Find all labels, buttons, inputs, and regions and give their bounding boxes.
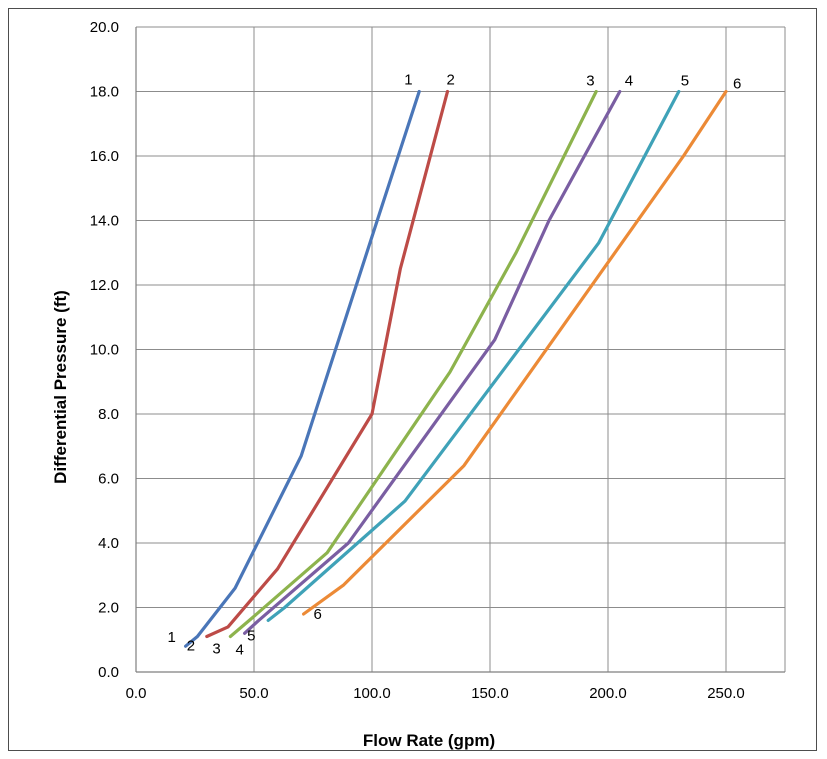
curve-label-start-3: 3 [212, 641, 220, 658]
x-axis-title: Flow Rate (gpm) [363, 731, 495, 750]
gridlines [136, 27, 785, 672]
y-tick-label: 0.0 [98, 664, 119, 681]
y-tick-label: 2.0 [98, 600, 119, 617]
series-lines [186, 92, 726, 647]
y-tick-labels: 0.0 2.0 4.0 6.0 8.0 10.0 12.0 14.0 16.0 18.0 20.0 [90, 19, 119, 681]
x-tick-labels: 0.0 50.0 100.0 150.0 200.0 250.0 [126, 685, 745, 702]
curve-label-start-2: 2 [187, 638, 195, 655]
curve-label-start-1: 1 [168, 629, 176, 646]
y-tick-label: 14.0 [90, 213, 119, 230]
curve-label-end-3: 3 [586, 73, 594, 90]
x-tick-label: 0.0 [126, 685, 147, 702]
series-line-1 [186, 92, 420, 647]
series-line-4 [245, 92, 620, 634]
curve-label-end-6: 6 [733, 76, 741, 93]
curve-label-end-4: 4 [625, 73, 633, 90]
y-tick-label: 16.0 [90, 148, 119, 165]
curve-label-end-1: 1 [404, 72, 412, 89]
y-tick-label: 12.0 [90, 277, 119, 294]
y-axis-title: Differential Pressure (ft) [51, 290, 70, 484]
curve-label-end-5: 5 [681, 73, 689, 90]
x-tick-label: 200.0 [589, 685, 627, 702]
y-tick-label: 20.0 [90, 19, 119, 36]
curve-label-end-2: 2 [447, 72, 455, 89]
curve-label-start-5: 5 [247, 627, 255, 644]
curve-label-start-6: 6 [314, 606, 322, 623]
x-tick-label: 150.0 [471, 685, 509, 702]
x-tick-label: 100.0 [353, 685, 391, 702]
y-tick-label: 4.0 [98, 535, 119, 552]
y-tick-label: 6.0 [98, 471, 119, 488]
y-tick-label: 10.0 [90, 342, 119, 359]
y-tick-label: 18.0 [90, 84, 119, 101]
y-tick-label: 8.0 [98, 406, 119, 423]
curve-label-start-4: 4 [236, 641, 244, 658]
series-line-5 [268, 92, 679, 621]
x-tick-label: 50.0 [239, 685, 268, 702]
x-tick-label: 250.0 [707, 685, 745, 702]
